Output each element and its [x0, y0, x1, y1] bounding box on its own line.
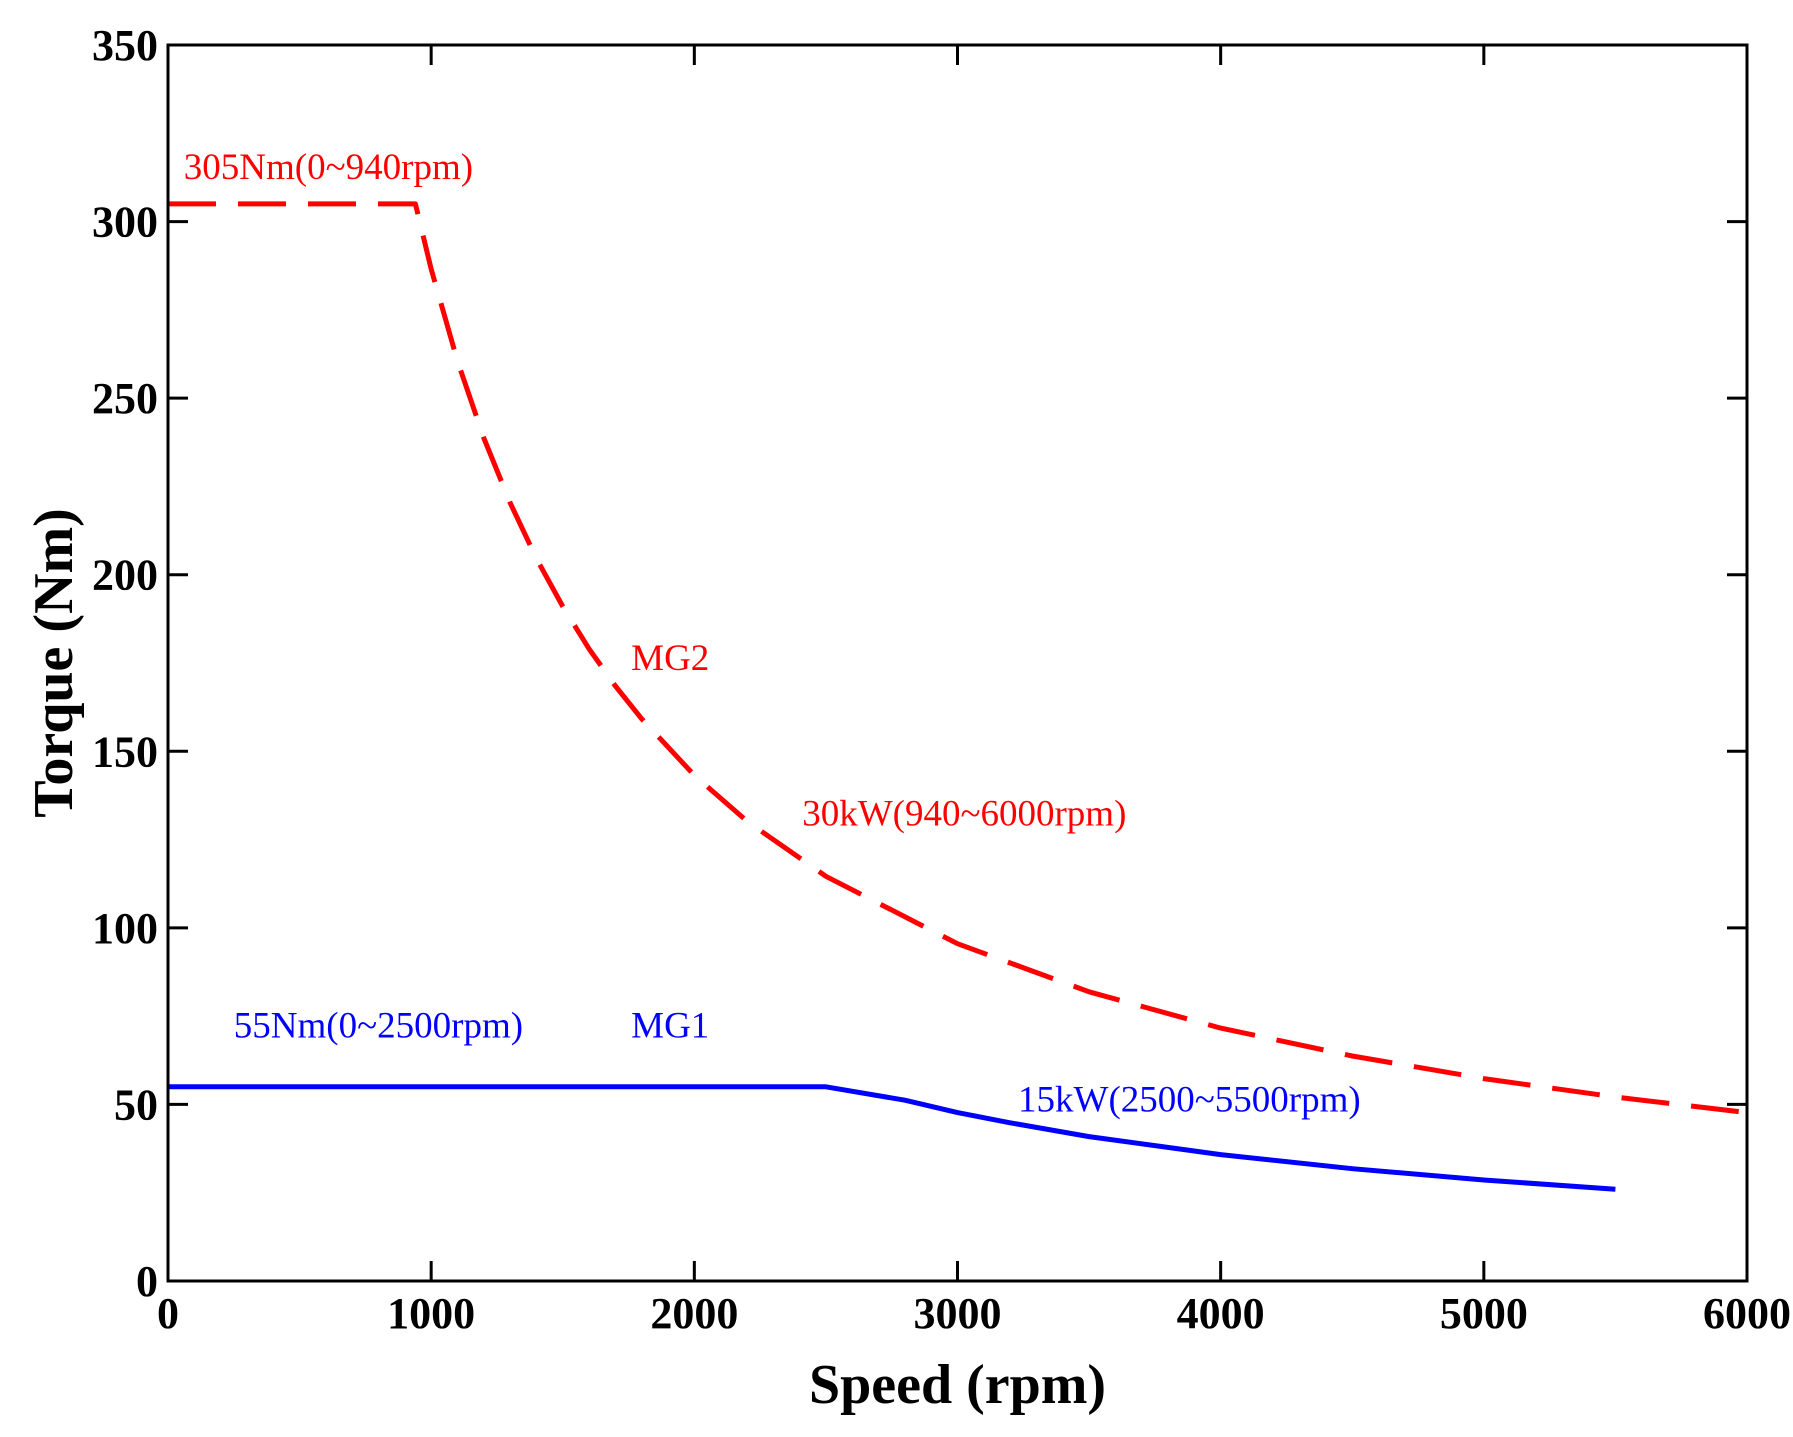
y-tick-label: 250 [92, 374, 158, 423]
y-tick-label: 200 [92, 551, 158, 600]
x-tick-label: 2000 [650, 1289, 738, 1338]
axes-layer [166, 43, 1749, 1283]
annotation-label: MG2 [631, 638, 709, 679]
annotation-label: MG1 [631, 1005, 709, 1046]
annotation-label: 305Nm(0~940rpm) [184, 147, 473, 188]
annotation-label: 15kW(2500~5500rpm) [1018, 1079, 1361, 1120]
y-tick-label: 0 [136, 1257, 158, 1306]
series-line-mg1 [168, 1084, 1616, 1192]
x-tick-label: 0 [157, 1289, 179, 1338]
x-tick-label: 5000 [1440, 1289, 1528, 1338]
y-tick-label: 350 [92, 21, 158, 70]
x-tick-label: 1000 [387, 1289, 475, 1338]
y-tick-label: 50 [114, 1080, 158, 1129]
y-tick-label: 150 [92, 727, 158, 776]
annotation-label: 55Nm(0~2500rpm) [234, 1005, 523, 1046]
annotation-layer: 305Nm(0~940rpm) MG2 30kW(940~6000rpm) 55Nm(… [184, 147, 1361, 1120]
y-tick-label: 100 [92, 904, 158, 953]
x-tick-label: 3000 [914, 1289, 1002, 1338]
annotation-label: 30kW(940~6000rpm) [802, 793, 1126, 834]
plot-frame [166, 43, 1749, 1283]
ticks-layer: 0 1000 2000 3000 4000 5000 6000 0 50 100 150 200 250… [92, 21, 1791, 1338]
x-tick-label: 4000 [1177, 1289, 1265, 1338]
y-axis-title: Torque (Nm) [23, 508, 85, 818]
x-axis-title: Speed (rpm) [809, 1354, 1106, 1416]
series-line-mg2 [168, 201, 1747, 1116]
x-tick-label: 6000 [1703, 1289, 1791, 1338]
y-tick-label: 300 [92, 198, 158, 247]
series-layer [168, 201, 1747, 1192]
